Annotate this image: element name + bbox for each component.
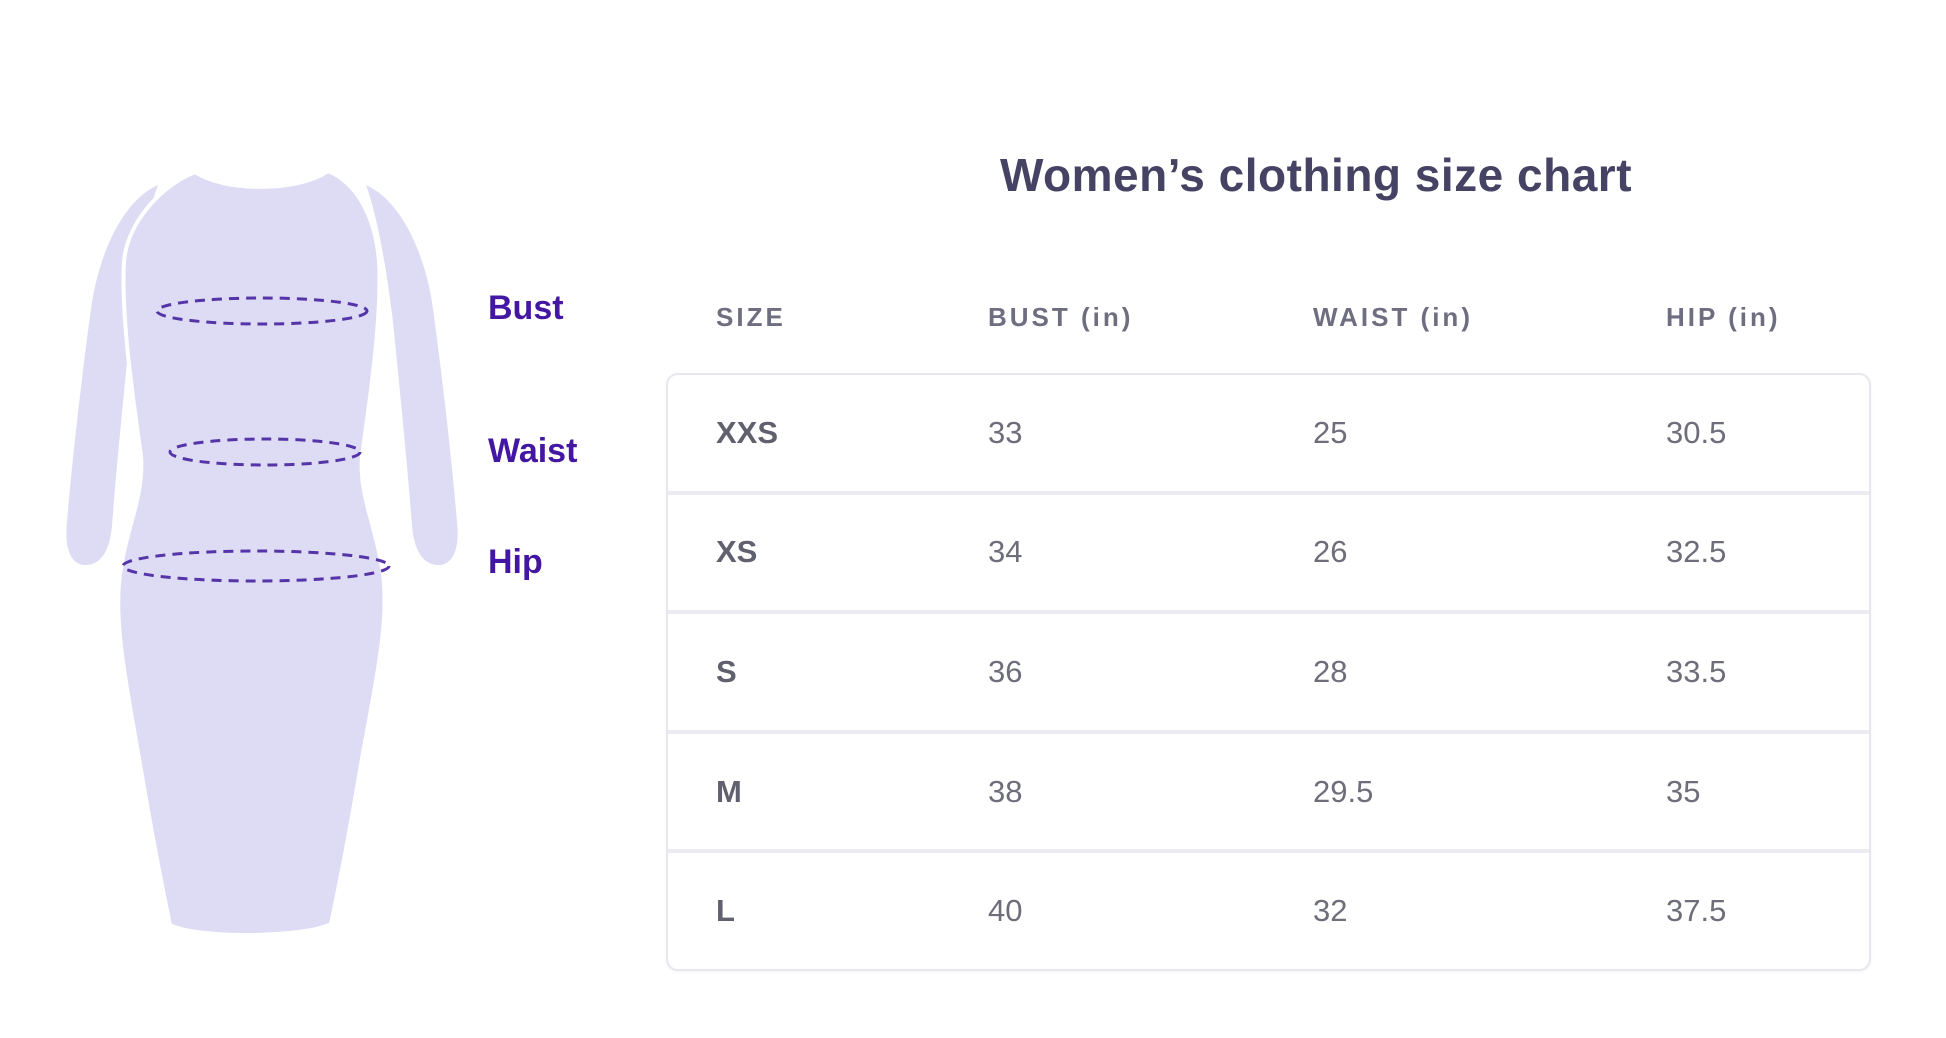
table-row: M 38 29.5 35: [668, 734, 1869, 854]
column-header-bust: BUST (in): [988, 301, 1134, 332]
cell-hip: 32.5: [1666, 534, 1727, 570]
cell-waist: 29.5: [1313, 773, 1374, 809]
cell-hip: 35: [1666, 773, 1701, 809]
cell-hip: 37.5: [1666, 893, 1727, 929]
table-header-row: SIZE BUST (in) WAIST (in) HIP (in): [668, 297, 1873, 337]
table-row: L 40 32 37.5: [668, 853, 1869, 969]
cell-bust: 38: [988, 773, 1023, 809]
cell-size: XS: [716, 534, 758, 570]
dress-silhouette-svg: [66, 168, 458, 937]
cell-waist: 25: [1313, 414, 1348, 450]
cell-bust: 33: [988, 414, 1023, 450]
cell-bust: 34: [988, 534, 1023, 570]
table-row: XXS 33 25 30.5: [668, 375, 1869, 495]
bust-measurement-line: [155, 296, 369, 326]
dress-right-sleeve: [366, 185, 458, 566]
page-title: Women’s clothing size chart: [999, 149, 1633, 201]
size-table: XXS 33 25 30.5 XS 34 26 32.5 S 36 28 33.…: [666, 373, 1871, 971]
bust-label: Bust: [488, 289, 564, 327]
cell-hip: 33.5: [1666, 653, 1727, 689]
cell-waist: 32: [1313, 893, 1348, 929]
dress-illustration: [40, 130, 480, 970]
cell-waist: 28: [1313, 653, 1348, 689]
cell-size: M: [716, 773, 742, 809]
cell-size: S: [716, 653, 737, 689]
waist-label: Waist: [488, 432, 578, 470]
hip-measurement-line: [121, 549, 391, 583]
cell-bust: 36: [988, 653, 1023, 689]
dress-body: [116, 168, 387, 937]
cell-size: L: [716, 893, 735, 929]
cell-waist: 26: [1313, 534, 1348, 570]
cell-size: XXS: [716, 414, 779, 450]
table-row: XS 34 26 32.5: [668, 495, 1869, 615]
cell-bust: 40: [988, 893, 1023, 929]
column-header-hip: HIP (in): [1666, 301, 1781, 332]
table-row: S 36 28 33.5: [668, 614, 1869, 734]
column-header-waist: WAIST (in): [1313, 301, 1473, 332]
column-header-size: SIZE: [716, 301, 786, 332]
cell-hip: 30.5: [1666, 414, 1727, 450]
waist-measurement-line: [168, 437, 362, 467]
hip-label: Hip: [488, 543, 543, 581]
